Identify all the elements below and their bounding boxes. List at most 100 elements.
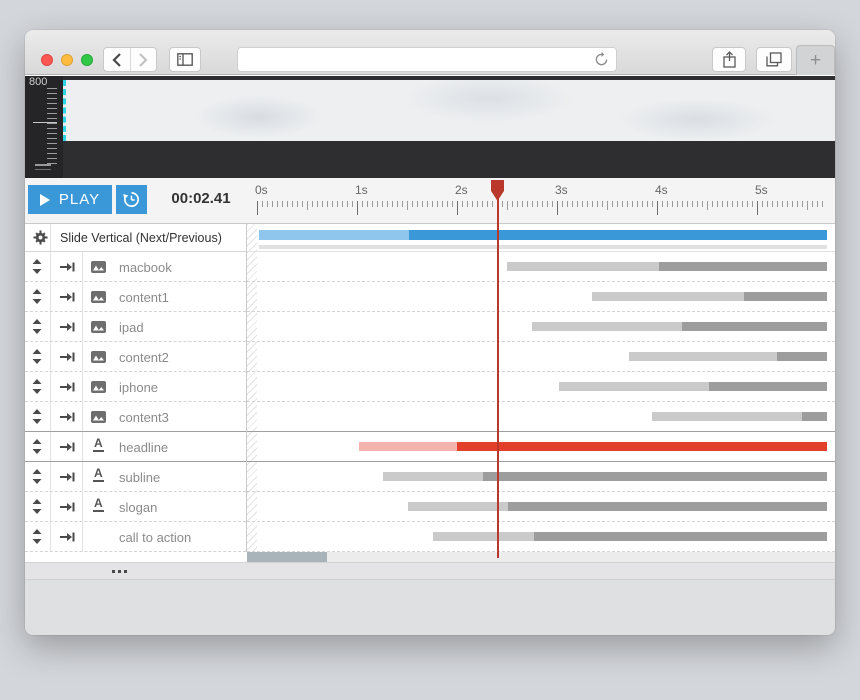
layer-bar-in-phase[interactable] xyxy=(592,292,744,301)
reorder-handle[interactable] xyxy=(31,469,43,489)
jump-to-end-button[interactable] xyxy=(60,530,75,548)
timeline-lane-iphone[interactable] xyxy=(247,372,835,402)
rewind-button[interactable] xyxy=(116,185,147,214)
timeline-lane-macbook[interactable] xyxy=(247,252,835,282)
ruler-tick xyxy=(772,201,773,207)
layer-bar-in-phase[interactable] xyxy=(433,532,534,541)
timeline-lane-call-to-action[interactable] xyxy=(247,522,835,552)
ruler-tick xyxy=(357,201,358,215)
jump-to-end-icon xyxy=(60,502,75,512)
timeline-ruler[interactable]: 0s 1s 2s 3s 4s 5s xyxy=(247,178,835,224)
ruler-tick xyxy=(287,201,288,207)
jump-to-end-button[interactable] xyxy=(60,320,75,338)
playhead-marker[interactable] xyxy=(491,180,504,201)
scrollbar-track[interactable] xyxy=(247,552,835,562)
more-options-button[interactable] xyxy=(111,569,128,574)
jump-to-end-button[interactable] xyxy=(60,470,75,488)
timeline-lane-content3[interactable] xyxy=(247,402,835,432)
layer-bar-main-phase[interactable] xyxy=(744,292,827,301)
jump-to-end-button[interactable] xyxy=(60,350,75,368)
layer-bar-main-phase[interactable] xyxy=(659,262,827,271)
layer-bar-main-phase[interactable] xyxy=(682,322,827,331)
ruler-tick xyxy=(507,201,508,210)
reorder-handle[interactable] xyxy=(31,259,43,279)
layer-bar-in-phase[interactable] xyxy=(559,382,709,391)
share-button[interactable] xyxy=(712,47,746,72)
slide-settings-button[interactable] xyxy=(33,230,48,250)
ruler-tick xyxy=(747,201,748,207)
image-layer-icon xyxy=(91,411,106,423)
share-icon xyxy=(722,51,736,68)
layer-bar-main-phase[interactable] xyxy=(777,352,827,361)
jump-to-end-icon xyxy=(60,442,75,452)
jump-to-end-button[interactable] xyxy=(60,500,75,518)
layer-bar-main-phase[interactable] xyxy=(483,472,827,481)
jump-to-end-button[interactable] xyxy=(60,380,75,398)
close-window-button[interactable] xyxy=(41,54,53,66)
layer-row-call-to-action[interactable]: call to action xyxy=(25,522,246,552)
new-tab-button[interactable]: + xyxy=(796,45,835,75)
layer-bar-main-phase[interactable] xyxy=(508,502,827,511)
timeline-lane-subline[interactable] xyxy=(247,462,835,492)
sidebar-toggle-button[interactable] xyxy=(169,47,201,72)
layer-bar-in-phase[interactable] xyxy=(652,412,802,421)
jump-to-end-button[interactable] xyxy=(60,410,75,428)
ruler-tick xyxy=(732,201,733,207)
scrollbar-thumb[interactable] xyxy=(247,552,327,562)
jump-to-end-button[interactable] xyxy=(60,290,75,308)
layer-row-content3[interactable]: content3 xyxy=(25,402,246,432)
reorder-handle[interactable] xyxy=(31,409,43,429)
reorder-handle[interactable] xyxy=(31,439,43,459)
timeline-lane-content2[interactable] xyxy=(247,342,835,372)
reorder-handle[interactable] xyxy=(31,289,43,309)
reorder-handle[interactable] xyxy=(31,319,43,339)
address-bar[interactable] xyxy=(237,47,617,72)
timeline-lane-slogan[interactable] xyxy=(247,492,835,522)
ruler-tick xyxy=(782,201,783,207)
forward-button[interactable] xyxy=(129,48,157,71)
layer-bar-in-phase[interactable] xyxy=(359,442,457,451)
transition-bar-segment-light[interactable] xyxy=(259,230,409,240)
jump-to-end-button[interactable] xyxy=(60,260,75,278)
play-button[interactable]: PLAY xyxy=(28,185,112,214)
show-all-tabs-button[interactable] xyxy=(756,47,792,72)
reorder-handle[interactable] xyxy=(31,349,43,369)
layer-bar-in-phase[interactable] xyxy=(507,262,659,271)
jump-to-end-button[interactable] xyxy=(60,440,75,458)
layer-bar-in-phase[interactable] xyxy=(408,502,508,511)
layer-bar-main-phase[interactable] xyxy=(709,382,827,391)
timeline-scrollbar xyxy=(25,552,835,562)
reorder-handle[interactable] xyxy=(31,379,43,399)
layer-row-ipad[interactable]: ipad xyxy=(25,312,246,342)
ruler-tick xyxy=(727,201,728,207)
reload-button[interactable] xyxy=(594,52,609,72)
timeline-lane-content1[interactable] xyxy=(247,282,835,312)
minimize-window-button[interactable] xyxy=(61,54,73,66)
layer-bar-main-phase[interactable] xyxy=(534,532,827,541)
layer-name-label: ipad xyxy=(119,320,144,335)
back-button[interactable] xyxy=(104,48,130,71)
transition-bar-segment-dark[interactable] xyxy=(409,230,827,240)
layer-name-label: headline xyxy=(119,440,169,455)
timeline-lane-ipad[interactable] xyxy=(247,312,835,342)
transition-group-row[interactable]: Slide Vertical (Next/Previous) xyxy=(25,224,246,252)
layer-row-content1[interactable]: content1 xyxy=(25,282,246,312)
layer-bar-in-phase[interactable] xyxy=(629,352,777,361)
timeline-lane-headline[interactable] xyxy=(247,432,835,462)
layer-row-content2[interactable]: content2 xyxy=(25,342,246,372)
ruler-tick xyxy=(657,201,658,215)
layer-bar-main-phase[interactable] xyxy=(457,442,827,451)
layer-bar-in-phase[interactable] xyxy=(383,472,483,481)
slide-preview-canvas[interactable] xyxy=(63,80,835,141)
layer-bar-in-phase[interactable] xyxy=(532,322,682,331)
zoom-window-button[interactable] xyxy=(81,54,93,66)
layer-row-iphone[interactable]: iphone xyxy=(25,372,246,402)
ruler-tick xyxy=(307,201,308,210)
reorder-handle[interactable] xyxy=(31,499,43,519)
reorder-handle[interactable] xyxy=(31,529,43,549)
layer-row-macbook[interactable]: macbook xyxy=(25,252,246,282)
layer-bar-main-phase[interactable] xyxy=(802,412,827,421)
